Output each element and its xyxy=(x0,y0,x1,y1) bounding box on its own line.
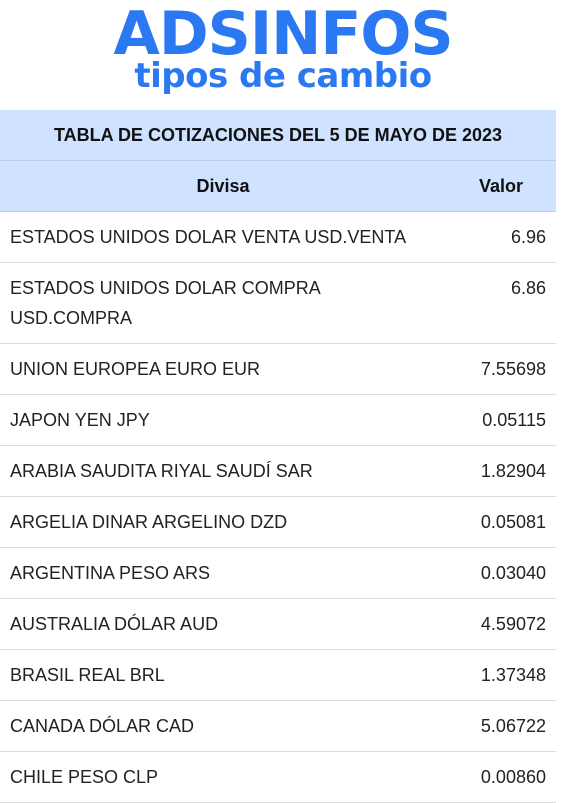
cell-value: 7.55698 xyxy=(446,343,556,395)
cell-value: 0.03040 xyxy=(446,547,556,599)
cell-currency: JAPON YEN JPY xyxy=(0,394,446,446)
table-row: CHILE PESO CLP 0.00860 xyxy=(0,751,556,803)
logo-name: ADSINFOS xyxy=(113,0,453,69)
cell-currency: CANADA DÓLAR CAD xyxy=(0,700,446,752)
cell-value: 1.82904 xyxy=(446,445,556,497)
table-caption: TABLA DE COTIZACIONES DEL 5 DE MAYO DE 2… xyxy=(0,110,556,161)
cell-value: 1.37348 xyxy=(446,649,556,701)
cell-value: 6.86 xyxy=(446,262,556,344)
cell-currency: BRASIL REAL BRL xyxy=(0,649,446,701)
exchange-rates-table: TABLA DE COTIZACIONES DEL 5 DE MAYO DE 2… xyxy=(0,110,556,803)
column-header-value: Valor xyxy=(446,160,556,212)
column-header-currency: Divisa xyxy=(0,160,446,212)
table-row: ARGELIA DINAR ARGELINO DZD 0.05081 xyxy=(0,496,556,548)
table-row: AUSTRALIA DÓLAR AUD 4.59072 xyxy=(0,598,556,650)
cell-currency: UNION EUROPEA EURO EUR xyxy=(0,343,446,395)
table-caption-row: TABLA DE COTIZACIONES DEL 5 DE MAYO DE 2… xyxy=(0,110,556,161)
cell-value: 4.59072 xyxy=(446,598,556,650)
cell-value: 0.05081 xyxy=(446,496,556,548)
table-row: ARGENTINA PESO ARS 0.03040 xyxy=(0,547,556,599)
table-row: JAPON YEN JPY 0.05115 xyxy=(0,394,556,446)
table-row: UNION EUROPEA EURO EUR 7.55698 xyxy=(0,343,556,395)
cell-value: 0.00860 xyxy=(446,751,556,803)
table-row: CANADA DÓLAR CAD 5.06722 xyxy=(0,700,556,752)
table-header-row: Divisa Valor xyxy=(0,160,556,212)
cell-currency: ARGELIA DINAR ARGELINO DZD xyxy=(0,496,446,548)
table-row: BRASIL REAL BRL 1.37348 xyxy=(0,649,556,701)
table-row: ESTADOS UNIDOS DOLAR COMPRA USD.COMPRA 6… xyxy=(0,262,556,344)
logo-tagline: tipos de cambio xyxy=(134,56,432,96)
cell-value: 5.06722 xyxy=(446,700,556,752)
cell-currency: ARABIA SAUDITA RIYAL SAUDÍ SAR xyxy=(0,445,446,497)
cell-currency: AUSTRALIA DÓLAR AUD xyxy=(0,598,446,650)
site-logo[interactable]: ADSINFOS tipos de cambio xyxy=(0,0,566,110)
cell-value: 0.05115 xyxy=(446,394,556,446)
cell-value: 6.96 xyxy=(446,211,556,263)
cell-currency: ARGENTINA PESO ARS xyxy=(0,547,446,599)
table-row: ESTADOS UNIDOS DOLAR VENTA USD.VENTA 6.9… xyxy=(0,211,556,263)
cell-currency: ESTADOS UNIDOS DOLAR COMPRA USD.COMPRA xyxy=(0,262,446,344)
cell-currency: ESTADOS UNIDOS DOLAR VENTA USD.VENTA xyxy=(0,211,446,263)
cell-currency: CHILE PESO CLP xyxy=(0,751,446,803)
table-row: ARABIA SAUDITA RIYAL SAUDÍ SAR 1.82904 xyxy=(0,445,556,497)
